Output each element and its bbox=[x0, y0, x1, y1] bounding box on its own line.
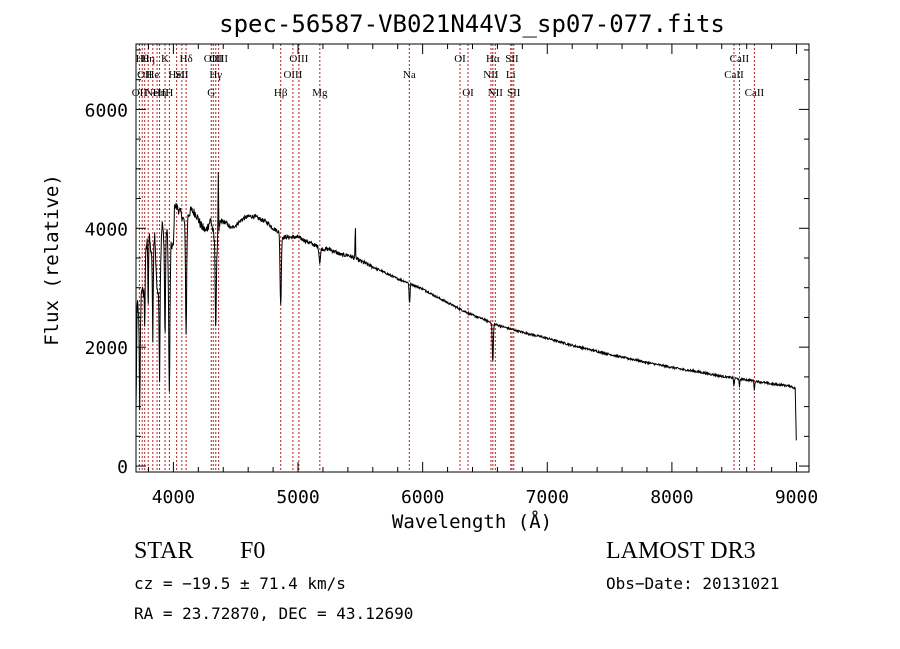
redshift-info: cz = −19.5 ± 71.4 km/s bbox=[134, 574, 346, 593]
survey-name: LAMOST DR3 bbox=[606, 538, 756, 564]
line-label-6: Hη bbox=[153, 87, 167, 99]
line-labels: OIIHθOIIHηHeNeIIIHηKHHeISIIHδGOIIIHγOIII… bbox=[132, 53, 765, 99]
x-tick-label-1: 5000 bbox=[276, 487, 319, 508]
y-axis-ticks: 0 2000 4000 6000 bbox=[85, 49, 809, 478]
line-label-13: OIII bbox=[204, 53, 223, 65]
line-label-14: Hγ bbox=[209, 69, 222, 81]
line-label-21: OI bbox=[454, 53, 466, 65]
line-label-29: CaII bbox=[724, 69, 744, 81]
line-label-10: SII bbox=[175, 69, 189, 81]
line-label-5: NeIII bbox=[145, 87, 169, 99]
line-label-8: H bbox=[165, 87, 173, 99]
x-tick-label-2: 6000 bbox=[401, 487, 444, 508]
y-tick-label-0: 0 bbox=[117, 457, 128, 478]
line-label-25: NII bbox=[488, 87, 504, 99]
line-label-9: HeI bbox=[168, 69, 185, 81]
line-label-20: Na bbox=[403, 69, 416, 81]
line-label-15: OIII bbox=[209, 53, 228, 65]
x-tick-label-5: 9000 bbox=[775, 487, 818, 508]
obs-date: Obs−Date: 20131021 bbox=[606, 574, 780, 593]
x-tick-label-3: 7000 bbox=[526, 487, 569, 508]
y-tick-label-2: 4000 bbox=[85, 219, 128, 240]
line-markers bbox=[138, 44, 755, 472]
line-label-1: Hθ bbox=[136, 53, 149, 65]
x-tick-label-0: 4000 bbox=[152, 487, 195, 508]
line-label-3: Hη bbox=[141, 53, 155, 65]
line-label-7: K bbox=[161, 53, 169, 65]
x-tick-label-4: 8000 bbox=[650, 487, 693, 508]
line-label-2: OII bbox=[137, 69, 153, 81]
chart-title: spec-56587-VB021N44V3_sp07-077.fits bbox=[219, 10, 725, 38]
line-label-27: SII bbox=[505, 53, 519, 65]
x-axis-ticks: 4000 5000 6000 7000 8000 9000 bbox=[147, 44, 818, 508]
line-label-19: Mg bbox=[312, 87, 328, 99]
y-tick-label-3: 6000 bbox=[85, 100, 128, 121]
line-label-17: OIII bbox=[283, 69, 302, 81]
y-axis-label: Flux (relative) bbox=[41, 174, 63, 346]
line-label-30: CaII bbox=[730, 53, 750, 65]
line-label-18: OIII bbox=[289, 53, 308, 65]
spectrum-line bbox=[135, 171, 797, 441]
object-class: STAR bbox=[134, 538, 194, 564]
line-label-24: Hα bbox=[486, 53, 500, 65]
object-subclass: F0 bbox=[240, 538, 266, 564]
line-label-31: CaII bbox=[745, 87, 765, 99]
spectrum-chart: spec-56587-VB021N44V3_sp07-077.fits OIIH… bbox=[41, 10, 818, 533]
line-label-28: SII bbox=[507, 87, 521, 99]
line-label-26: Li bbox=[506, 69, 516, 81]
x-axis-label: Wavelength (Å) bbox=[392, 510, 552, 533]
line-label-23: NII bbox=[483, 69, 499, 81]
y-tick-label-1: 2000 bbox=[85, 338, 128, 359]
line-label-22: OI bbox=[462, 87, 474, 99]
line-label-4: He bbox=[146, 69, 159, 81]
coordinates: RA = 23.72870, DEC = 43.12690 bbox=[134, 604, 414, 623]
line-label-16: Hβ bbox=[274, 87, 288, 99]
plot-frame bbox=[135, 43, 810, 473]
line-label-12: G bbox=[207, 87, 215, 99]
line-label-11: Hδ bbox=[180, 53, 193, 65]
